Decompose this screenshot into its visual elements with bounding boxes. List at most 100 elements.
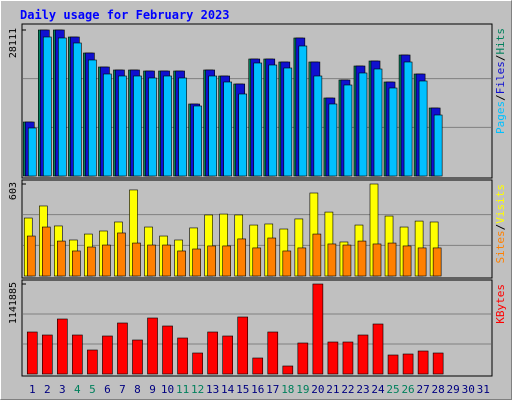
x-tick-label: 26 xyxy=(401,383,414,396)
bar xyxy=(283,67,293,177)
bar xyxy=(57,318,68,375)
legend: KBytes xyxy=(494,284,507,324)
x-tick-label: 21 xyxy=(326,383,339,396)
bar xyxy=(387,354,399,375)
bar xyxy=(238,93,248,177)
bar xyxy=(118,75,127,177)
x-tick-label: 24 xyxy=(371,383,385,396)
bar xyxy=(162,325,173,375)
bar xyxy=(417,350,429,375)
bar xyxy=(282,365,294,375)
x-tick-label: 13 xyxy=(206,383,219,396)
legend-entry: KBytes xyxy=(494,284,507,324)
bar xyxy=(402,353,414,375)
bar xyxy=(102,244,111,277)
bar xyxy=(41,334,53,375)
bar xyxy=(253,62,263,177)
x-tick-label: 2 xyxy=(44,383,51,396)
bar xyxy=(148,77,157,177)
bar xyxy=(343,84,353,177)
bar xyxy=(57,240,66,277)
legend-separator: / xyxy=(494,94,507,101)
bar xyxy=(193,105,202,177)
bar xyxy=(133,75,142,177)
bar xyxy=(177,337,188,375)
bar xyxy=(327,341,339,375)
x-tick-label: 14 xyxy=(221,383,235,396)
x-tick-label: 29 xyxy=(447,383,460,396)
bar xyxy=(342,341,354,375)
legend-separator: / xyxy=(494,224,507,231)
bar xyxy=(177,250,186,277)
bar xyxy=(222,335,233,375)
bar xyxy=(267,237,277,277)
bar xyxy=(297,247,307,277)
x-tick-label: 8 xyxy=(134,383,141,396)
bar xyxy=(297,342,309,375)
bar xyxy=(147,317,158,375)
bar xyxy=(192,352,203,375)
bar xyxy=(388,87,398,177)
legend-entry: Sites xyxy=(494,230,507,263)
bar xyxy=(162,244,171,277)
x-tick-label: 30 xyxy=(462,383,475,396)
bar xyxy=(342,244,352,277)
bar xyxy=(26,235,36,277)
bar xyxy=(87,246,96,277)
legend-entry: Files xyxy=(494,61,507,94)
bar xyxy=(163,75,172,177)
bar xyxy=(327,243,337,277)
bar xyxy=(222,245,231,277)
bar xyxy=(132,339,143,375)
bar xyxy=(27,127,37,177)
x-tick-label: 16 xyxy=(251,383,264,396)
bar xyxy=(418,80,428,177)
y-tick-label: 603 xyxy=(8,182,19,200)
bar xyxy=(372,323,384,375)
bar xyxy=(117,232,126,277)
x-tick-label: 7 xyxy=(119,383,126,396)
bar xyxy=(373,68,383,177)
bar xyxy=(73,42,82,177)
bar xyxy=(102,335,113,375)
bar xyxy=(313,75,323,177)
bar xyxy=(417,247,427,277)
legend: Sites/Visits xyxy=(494,184,507,264)
bar xyxy=(312,233,322,277)
x-tick-label: 4 xyxy=(74,383,81,396)
bar xyxy=(402,245,412,277)
bar xyxy=(132,242,141,277)
legend-entry: Visits xyxy=(494,184,507,224)
bar xyxy=(208,75,217,177)
chart-title: Daily usage for February 2023 xyxy=(20,8,230,22)
bar xyxy=(358,72,368,177)
bar xyxy=(192,248,201,277)
legend-entry: Hits xyxy=(494,28,507,55)
x-tick-label: 6 xyxy=(104,383,111,396)
bar xyxy=(298,45,308,177)
bar xyxy=(88,59,97,177)
bar xyxy=(372,243,382,277)
x-tick-label: 1 xyxy=(29,383,36,396)
bar xyxy=(312,283,324,375)
bar xyxy=(178,77,187,177)
bar xyxy=(147,244,156,277)
bar xyxy=(58,37,67,177)
x-tick-label: 10 xyxy=(161,383,174,396)
x-tick-label: 17 xyxy=(266,383,279,396)
x-tick-label: 12 xyxy=(191,383,204,396)
bar xyxy=(26,331,38,375)
bar xyxy=(357,334,369,375)
bar xyxy=(357,240,367,277)
legend-entry: Pages xyxy=(494,101,507,134)
x-tick-label: 25 xyxy=(386,383,399,396)
bar xyxy=(72,250,81,277)
y-tick-label: 1141885 xyxy=(8,282,19,324)
bar xyxy=(223,81,232,177)
x-tick-label: 11 xyxy=(176,383,189,396)
bar xyxy=(252,357,264,375)
bar xyxy=(87,349,98,375)
x-tick-label: 22 xyxy=(341,383,354,396)
